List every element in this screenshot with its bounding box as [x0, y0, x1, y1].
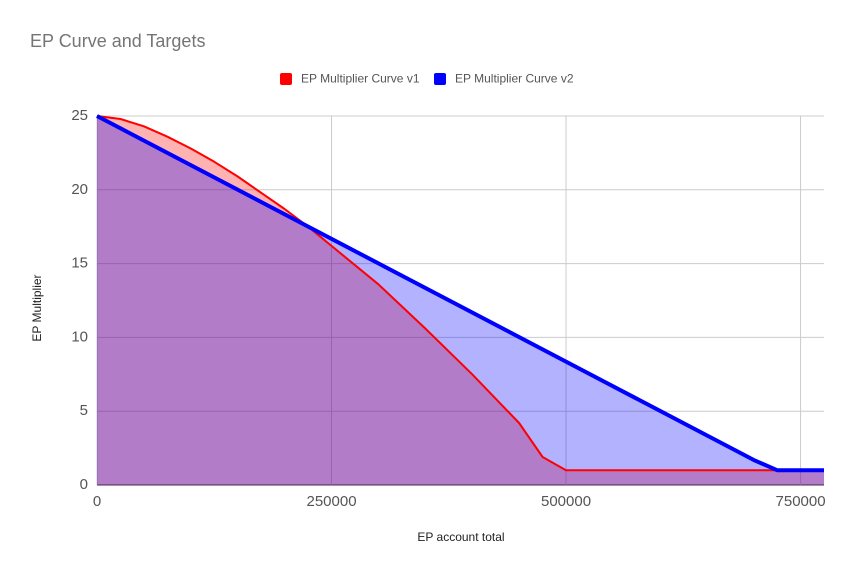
y-tick-label: 10 [71, 328, 88, 345]
chart-title: EP Curve and Targets [30, 31, 205, 51]
grid: 0 5 10 15 20 25 0 250000 500000 750000 [71, 107, 825, 510]
y-tick-label: 5 [80, 402, 88, 419]
y-tick-label: 15 [71, 255, 88, 272]
legend-label: EP Multiplier Curve v1 [301, 72, 420, 86]
legend: EP Multiplier Curve v1 EP Multiplier Curv… [280, 72, 574, 86]
y-axis-label: EP Multiplier [30, 274, 44, 341]
x-tick-label: 250000 [306, 493, 356, 510]
y-tick-label: 0 [80, 476, 88, 493]
legend-swatch [280, 73, 292, 85]
areas [97, 116, 824, 485]
legend-swatch [434, 73, 446, 85]
x-tick-label: 0 [93, 493, 101, 510]
legend-label: EP Multiplier Curve v2 [455, 72, 574, 86]
x-axis-label: EP account total [417, 530, 504, 544]
y-tick-label: 20 [71, 181, 88, 198]
area [97, 116, 824, 485]
lines [96, 114, 824, 473]
area [97, 116, 824, 485]
x-tick-label: 500000 [541, 493, 591, 510]
line [96, 114, 824, 473]
x-tick-label: 750000 [776, 493, 826, 510]
y-tick-label: 25 [71, 107, 88, 124]
